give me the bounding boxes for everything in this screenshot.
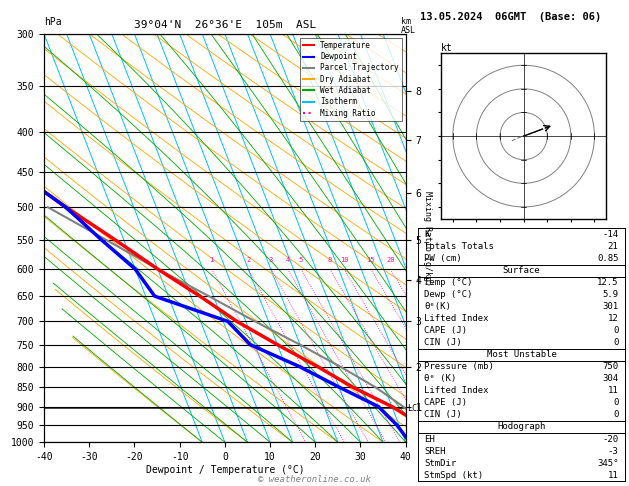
Text: 750: 750 [603,363,618,371]
Text: 12.5: 12.5 [597,278,618,287]
Text: CAPE (J): CAPE (J) [425,326,467,335]
Text: 304: 304 [603,374,618,383]
Text: 12: 12 [608,314,618,323]
Text: 20: 20 [386,258,394,263]
Text: -20: -20 [603,434,618,444]
Text: 0.85: 0.85 [597,254,618,263]
Text: 0: 0 [613,411,618,419]
Text: LCL: LCL [408,404,423,413]
Text: 11: 11 [608,386,618,396]
Text: CIN (J): CIN (J) [425,411,462,419]
Text: 345°: 345° [597,459,618,468]
Text: Dewp (°C): Dewp (°C) [425,290,473,299]
Text: 3: 3 [269,258,273,263]
Text: CAPE (J): CAPE (J) [425,399,467,407]
Text: hPa: hPa [44,17,62,27]
Y-axis label: Mixing Ratio (g/kg): Mixing Ratio (g/kg) [423,191,432,286]
Text: 8: 8 [328,258,332,263]
Text: Totals Totals: Totals Totals [425,242,494,251]
Text: Surface: Surface [503,266,540,275]
Text: Temp (°C): Temp (°C) [425,278,473,287]
X-axis label: Dewpoint / Temperature (°C): Dewpoint / Temperature (°C) [145,465,304,475]
Text: CIN (J): CIN (J) [425,338,462,347]
Text: © weatheronline.co.uk: © weatheronline.co.uk [258,474,371,484]
Text: 5.9: 5.9 [603,290,618,299]
Text: -3: -3 [608,447,618,455]
Text: 2: 2 [246,258,250,263]
Text: Most Unstable: Most Unstable [486,350,557,359]
Text: SREH: SREH [425,447,446,455]
Title: 39°04'N  26°36'E  105m  ASL: 39°04'N 26°36'E 105m ASL [134,20,316,31]
Text: Pressure (mb): Pressure (mb) [425,363,494,371]
Text: 4: 4 [286,258,290,263]
Text: StmDir: StmDir [425,459,457,468]
Legend: Temperature, Dewpoint, Parcel Trajectory, Dry Adiabat, Wet Adiabat, Isotherm, Mi: Temperature, Dewpoint, Parcel Trajectory… [299,38,402,121]
Text: StmSpd (kt): StmSpd (kt) [425,470,484,480]
Text: K: K [425,230,430,239]
Text: Lifted Index: Lifted Index [425,386,489,396]
Text: -14: -14 [603,230,618,239]
Text: 0: 0 [613,326,618,335]
Text: 15: 15 [367,258,375,263]
Text: θᵉ(K): θᵉ(K) [425,302,452,311]
Text: 301: 301 [603,302,618,311]
Text: 11: 11 [608,470,618,480]
Text: 0: 0 [613,338,618,347]
Text: Lifted Index: Lifted Index [425,314,489,323]
Text: PW (cm): PW (cm) [425,254,462,263]
Text: 0: 0 [613,399,618,407]
Text: EH: EH [425,434,435,444]
Text: 5: 5 [299,258,303,263]
Text: 10: 10 [340,258,348,263]
Text: kt: kt [441,43,453,52]
Text: 21: 21 [608,242,618,251]
Text: km
ASL: km ASL [401,17,416,35]
Text: 13.05.2024  06GMT  (Base: 06): 13.05.2024 06GMT (Base: 06) [420,12,601,22]
Text: Hodograph: Hodograph [498,422,545,432]
Text: θᵉ (K): θᵉ (K) [425,374,457,383]
Text: 1: 1 [209,258,214,263]
